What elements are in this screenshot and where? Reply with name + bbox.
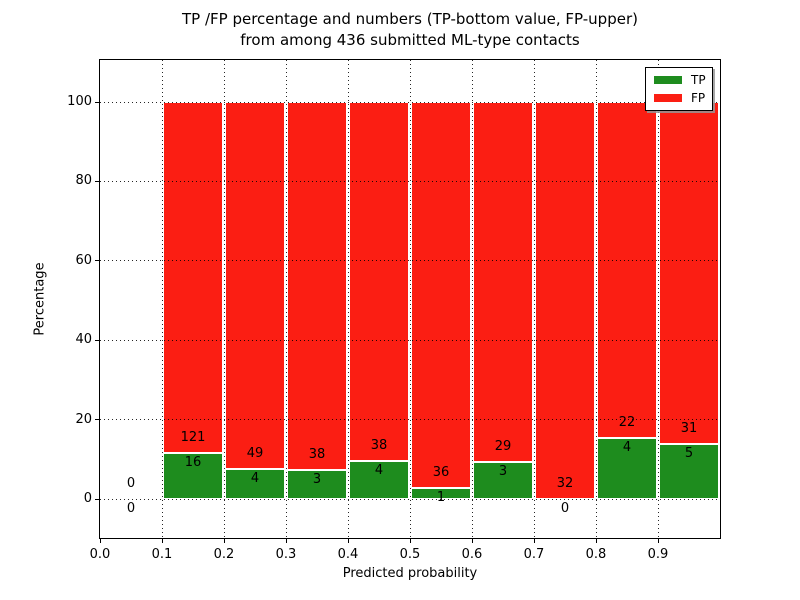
bar-segment-fp — [535, 102, 595, 500]
bar-segment-fp — [287, 102, 347, 471]
x-tick-label: 0.1 — [151, 547, 173, 562]
bar-segment-fp — [659, 102, 719, 444]
legend-entry: FP — [646, 89, 712, 107]
x-gridline — [347, 60, 349, 538]
x-tick-mark — [100, 539, 101, 543]
x-gridline — [223, 60, 225, 538]
x-gridline — [409, 60, 411, 538]
x-gridline — [533, 60, 535, 538]
x-tick-label: 0.8 — [585, 547, 607, 562]
y-gridline — [100, 498, 720, 500]
fp-count-label: 22 — [618, 415, 636, 431]
y-tick-mark — [95, 260, 99, 262]
tp-count-label: 1 — [436, 490, 446, 506]
tp-count-label: 16 — [184, 454, 202, 470]
bar-segment-tp — [659, 443, 719, 500]
y-tick-label: 60 — [75, 252, 92, 268]
y-tick-label: 20 — [75, 411, 92, 427]
fp-count-label: 38 — [308, 447, 326, 463]
fp-count-label: 49 — [246, 446, 264, 462]
fp-count-label: 29 — [494, 438, 512, 454]
bar-segment-tp — [473, 461, 533, 500]
legend-label: FP — [691, 91, 706, 105]
tp-count-label: 5 — [684, 445, 694, 461]
bar-segment-fp — [349, 102, 409, 462]
y-tick-mark — [95, 419, 99, 421]
legend: TP FP — [645, 67, 713, 111]
chart-title-line1: TP /FP percentage and numbers (TP-bottom… — [182, 10, 638, 28]
fp-swatch — [654, 94, 682, 102]
x-tick-mark — [286, 539, 287, 543]
x-tick-mark — [658, 539, 659, 543]
fp-count-label: 36 — [432, 465, 450, 481]
x-tick-label: 0.6 — [461, 547, 483, 562]
x-tick-mark — [348, 539, 349, 543]
fp-count-label: 31 — [680, 420, 698, 436]
tp-count-label: 4 — [374, 463, 384, 479]
fp-count-label: 38 — [370, 438, 388, 454]
chart-title: TP /FP percentage and numbers (TP-bottom… — [100, 9, 720, 51]
bar-segment-fp — [225, 102, 285, 470]
x-gridline — [471, 60, 473, 538]
tp-count-label: 4 — [622, 440, 632, 456]
tp-count-label: 0 — [126, 501, 136, 517]
x-tick-mark — [534, 539, 535, 543]
x-tick-mark — [162, 539, 163, 543]
x-tick-label: 0.2 — [213, 547, 235, 562]
x-tick-label: 0.4 — [337, 547, 359, 562]
y-gridline — [100, 339, 720, 341]
x-gridline — [161, 60, 163, 538]
bar-segment-fp — [473, 102, 533, 462]
bar-segment-tp — [287, 470, 347, 500]
y-tick-mark — [95, 101, 99, 103]
x-gridline — [285, 60, 287, 538]
y-tick-label: 40 — [75, 332, 92, 348]
bar-segment-tp — [597, 438, 657, 500]
bar-segment-tp — [349, 461, 409, 500]
tp-count-label: 3 — [498, 463, 508, 479]
bar-segment-fp — [163, 102, 223, 453]
bar-segment-fp — [411, 102, 471, 489]
y-gridline — [100, 180, 720, 182]
x-tick-label: 0.7 — [523, 547, 545, 562]
bar-segment-fp — [597, 102, 657, 439]
x-gridline — [595, 60, 597, 538]
x-tick-label: 0.3 — [275, 547, 297, 562]
y-tick-mark — [95, 498, 99, 500]
tp-count-label: 4 — [250, 471, 260, 487]
x-tick-mark — [410, 539, 411, 543]
bar-segment-tp — [163, 452, 223, 500]
x-axis-label: Predicted probability — [342, 566, 478, 581]
fp-count-label: 32 — [556, 476, 574, 492]
x-tick-mark — [596, 539, 597, 543]
x-tick-mark — [224, 539, 225, 543]
y-gridline — [100, 419, 720, 421]
y-gridline — [100, 260, 720, 262]
x-tick-mark — [472, 539, 473, 543]
y-tick-label: 0 — [83, 491, 92, 507]
tp-swatch — [654, 76, 682, 84]
x-tick-label: 0.5 — [399, 547, 421, 562]
x-gridline — [657, 60, 659, 538]
legend-label: TP — [691, 73, 706, 87]
tp-count-label: 3 — [312, 472, 322, 488]
y-axis-label: Percentage — [32, 262, 48, 336]
x-tick-label: 0.0 — [89, 547, 111, 562]
y-tick-mark — [95, 339, 99, 341]
legend-entry: TP — [646, 71, 712, 89]
chart-title-line2: from among 436 submitted ML-type contact… — [240, 31, 580, 49]
plot-area: 0 0 121 16 49 4 38 3 38 4 36 1 29 3 32 0 22 4 31 5 — [99, 59, 721, 539]
y-tick-label: 80 — [75, 173, 92, 189]
y-tick-mark — [95, 180, 99, 182]
fp-count-label: 0 — [126, 476, 136, 492]
fp-count-label: 121 — [180, 429, 206, 445]
y-gridline — [100, 101, 720, 103]
tp-count-label: 0 — [560, 501, 570, 517]
y-tick-label: 100 — [67, 94, 92, 110]
x-tick-label: 0.9 — [647, 547, 669, 562]
